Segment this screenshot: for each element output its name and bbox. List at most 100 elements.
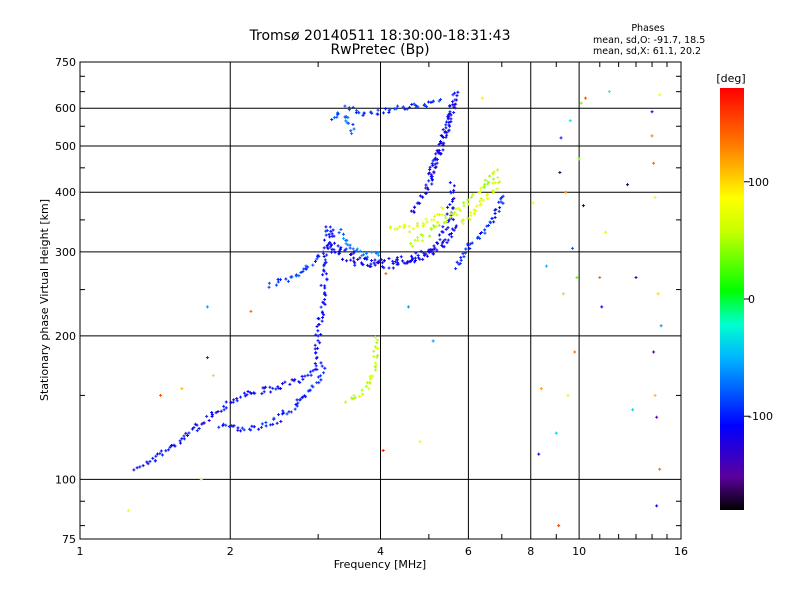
- trace-point-o: [217, 425, 221, 429]
- trace-point-o: [351, 122, 355, 126]
- trace-point-o: [205, 414, 209, 418]
- trace-point-o: [369, 110, 373, 114]
- trace-point-o: [319, 378, 323, 382]
- trace-point-o: [448, 105, 452, 109]
- scatter-point: [658, 93, 662, 97]
- trace-point-x: [479, 186, 483, 190]
- trace-point-o: [372, 261, 376, 265]
- trace-point-o: [422, 253, 426, 257]
- trace-point-o: [308, 370, 312, 374]
- scatter-point: [559, 136, 563, 140]
- trace-point-x: [469, 195, 473, 199]
- trace-point-o: [243, 394, 247, 398]
- trace-point-x: [375, 338, 379, 342]
- scatter-point: [604, 230, 608, 234]
- trace-point-o: [260, 392, 264, 396]
- trace-point-o: [132, 468, 136, 472]
- trace-point-o: [264, 420, 268, 424]
- trace-point-o: [437, 233, 441, 237]
- trace-point-o: [314, 364, 318, 368]
- trace-point-x: [373, 335, 377, 339]
- trace-point-o: [231, 424, 235, 428]
- trace-point-o: [262, 390, 266, 394]
- trace-point-x: [495, 187, 499, 191]
- trace-point-x: [416, 224, 420, 228]
- trace-point-o: [427, 250, 431, 254]
- trace-point-x: [466, 216, 470, 220]
- y-tick-label: 750: [55, 56, 76, 69]
- trace-point-o: [393, 260, 397, 264]
- trace-point-o: [421, 257, 425, 261]
- trace-point-x: [431, 223, 435, 227]
- trace-point-o: [373, 258, 377, 262]
- trace-point-o: [449, 120, 453, 124]
- trace-point-o: [409, 260, 413, 264]
- trace-point-o: [252, 425, 256, 429]
- trace-point-o: [303, 394, 307, 398]
- trace-point-o: [319, 361, 323, 365]
- trace-point-o: [239, 395, 243, 399]
- trace-point-o: [330, 118, 334, 122]
- trace-point-o: [267, 285, 271, 289]
- trace-point-o: [449, 232, 453, 236]
- trace-point-o: [416, 105, 420, 109]
- trace-point-o: [246, 389, 250, 393]
- trace-point-o: [391, 262, 395, 266]
- trace-point-o: [395, 256, 399, 260]
- trace-point-o: [450, 235, 454, 239]
- data-points: [126, 90, 663, 528]
- scatter-point: [159, 393, 163, 397]
- trace-point-o: [360, 254, 364, 258]
- trace-point-o: [187, 431, 191, 435]
- trace-point-o: [498, 206, 502, 210]
- trace-point-o: [420, 195, 424, 199]
- trace-point-o: [434, 158, 438, 162]
- scatter-point: [480, 96, 484, 100]
- trace-point-o: [452, 103, 456, 107]
- y-tick-label: 200: [55, 330, 76, 343]
- trace-point-o: [345, 259, 349, 263]
- trace-point-x: [372, 354, 376, 358]
- trace-point-o: [328, 235, 332, 239]
- scatter-point: [625, 183, 629, 187]
- trace-point-x: [407, 224, 411, 228]
- trace-point-x: [402, 223, 406, 227]
- trace-point-o: [445, 120, 449, 124]
- trace-point-o: [210, 410, 214, 414]
- trace-point-o: [180, 437, 184, 441]
- chart-subtitle: RwPretec (Bp): [330, 42, 429, 58]
- trace-point-x: [493, 181, 497, 185]
- trace-point-x: [491, 181, 495, 185]
- trace-point-o: [424, 186, 428, 190]
- trace-point-o: [447, 123, 451, 127]
- trace-point-o: [253, 391, 257, 395]
- trace-point-o: [344, 242, 348, 246]
- trace-point-o: [200, 422, 204, 426]
- x-tick-label: 10: [572, 545, 586, 558]
- trace-point-o: [393, 107, 397, 111]
- trace-point-o: [454, 226, 458, 230]
- trace-point-o: [417, 256, 421, 260]
- trace-point-x: [434, 224, 438, 228]
- trace-point-o: [236, 428, 240, 432]
- trace-point-o: [317, 381, 321, 385]
- trace-point-o: [306, 373, 310, 377]
- trace-point-o: [357, 111, 361, 115]
- trace-point-o: [430, 162, 434, 166]
- trace-point-o: [347, 108, 351, 112]
- trace-point-o: [316, 329, 320, 333]
- trace-point-o: [489, 221, 493, 225]
- trace-point-o: [343, 104, 347, 108]
- trace-point-o: [438, 238, 442, 242]
- trace-point-o: [362, 111, 366, 115]
- trace-point-o: [320, 364, 324, 368]
- scatter-point: [249, 309, 253, 313]
- trace-point-o: [281, 409, 285, 413]
- scatter-point: [431, 339, 435, 343]
- trace-point-x: [439, 205, 443, 209]
- trace-point-o: [352, 259, 356, 263]
- trace-point-o: [375, 261, 379, 265]
- trace-point-x: [486, 193, 490, 197]
- trace-point-o: [323, 291, 327, 295]
- trace-point-x: [409, 241, 413, 245]
